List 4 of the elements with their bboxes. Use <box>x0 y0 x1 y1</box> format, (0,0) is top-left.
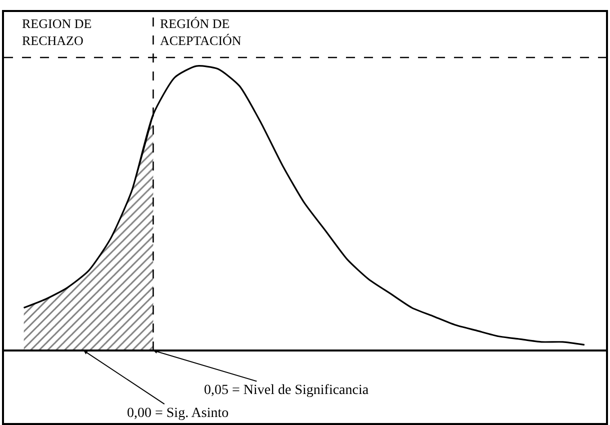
text: 0,05 = Nivel de Significancia <box>204 383 370 398</box>
text: 0,00 = Sig. Asinto <box>127 406 229 421</box>
text: REGION DE RECHAZO <box>22 16 92 48</box>
text: REGIÓN DE ACEPTACIÓN <box>160 16 242 48</box>
